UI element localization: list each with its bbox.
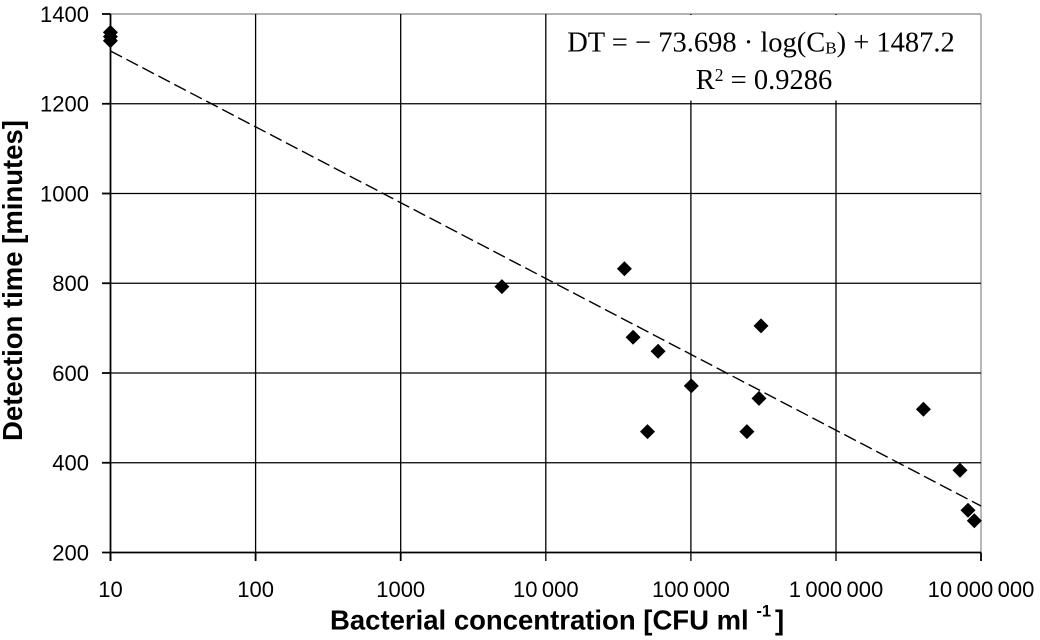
svg-text:400: 400	[52, 451, 89, 476]
svg-text:DT = − 73.698 · log(CB) + 1487: DT = − 73.698 · log(CB) + 1487.2	[567, 28, 955, 59]
svg-text:10 000: 10 000	[513, 577, 579, 602]
svg-text:1000: 1000	[40, 181, 89, 206]
svg-text:R2 = 0.9286: R2 = 0.9286	[696, 65, 832, 96]
svg-text:1200: 1200	[40, 92, 89, 117]
svg-text:100: 100	[237, 577, 274, 602]
svg-text:1000: 1000	[376, 577, 425, 602]
svg-text:100 000: 100 000	[652, 577, 730, 602]
svg-text:1 000 000: 1 000 000	[789, 577, 883, 602]
svg-text:200: 200	[52, 540, 89, 565]
svg-text:Bacterial concentration [CFU m: Bacterial concentration [CFU ml -1]	[330, 602, 784, 635]
svg-text:1400: 1400	[40, 2, 89, 27]
svg-text:10: 10	[98, 577, 122, 602]
svg-text:600: 600	[52, 361, 89, 386]
svg-text:Detection time [minutes]: Detection time [minutes]	[0, 120, 28, 441]
svg-text:800: 800	[52, 271, 89, 296]
svg-text:10 000 000: 10 000 000	[928, 577, 1035, 602]
